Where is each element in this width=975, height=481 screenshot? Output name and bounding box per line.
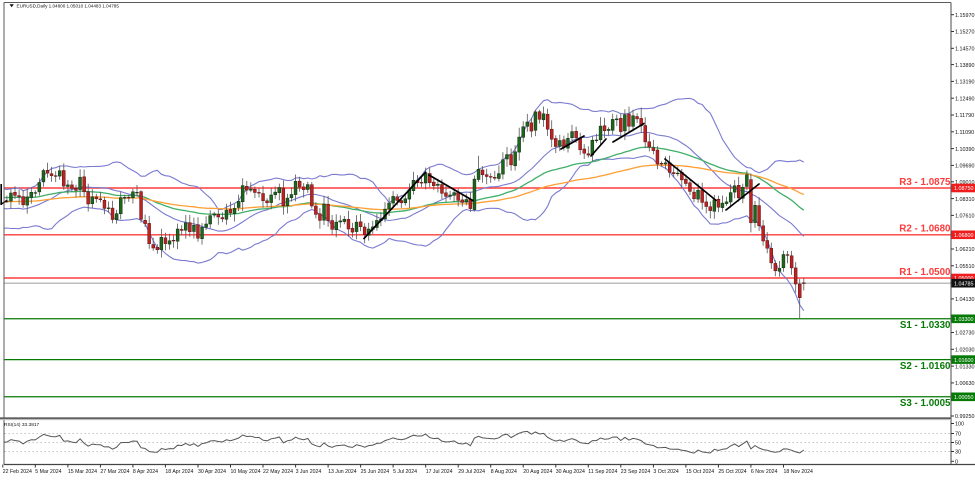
svg-text:RSI(14) 33.3817: RSI(14) 33.3817	[4, 422, 40, 428]
svg-text:30: 30	[955, 450, 961, 456]
svg-text:1.07610: 1.07610	[955, 214, 975, 220]
svg-text:S1 - 1.0330: S1 - 1.0330	[900, 320, 951, 331]
svg-text:18 Nov 2024: 18 Nov 2024	[784, 469, 814, 475]
svg-text:0: 0	[955, 460, 958, 466]
svg-text:1.10390: 1.10390	[955, 147, 975, 153]
svg-text:15 Oct 2024: 15 Oct 2024	[686, 469, 714, 475]
svg-text:25 Oct 2024: 25 Oct 2024	[718, 469, 746, 475]
svg-text:5 Jul 2024: 5 Jul 2024	[393, 469, 417, 475]
svg-text:1.14570: 1.14570	[955, 47, 975, 53]
svg-text:13 Jun 2024: 13 Jun 2024	[328, 469, 357, 475]
svg-text:1.03300: 1.03300	[954, 317, 974, 323]
svg-text:8 Aug 2024: 8 Aug 2024	[491, 469, 517, 475]
svg-text:6 Nov 2024: 6 Nov 2024	[751, 469, 778, 475]
svg-text:1.13890: 1.13890	[955, 63, 975, 69]
svg-text:1.04785: 1.04785	[954, 281, 974, 287]
svg-text:1.00050: 1.00050	[954, 395, 974, 401]
svg-text:R1 - 1.0500: R1 - 1.0500	[899, 267, 951, 278]
svg-text:29 Jul 2024: 29 Jul 2024	[458, 469, 485, 475]
svg-text:17 Jul 2024: 17 Jul 2024	[426, 469, 453, 475]
svg-text:1.06210: 1.06210	[955, 247, 975, 253]
svg-text:1.04130: 1.04130	[955, 297, 975, 303]
svg-text:1.02030: 1.02030	[955, 348, 975, 354]
svg-text:20 Aug 2024: 20 Aug 2024	[523, 469, 552, 475]
svg-text:22 Feb 2024: 22 Feb 2024	[3, 469, 32, 475]
svg-text:30 Aug 2024: 30 Aug 2024	[556, 469, 585, 475]
svg-text:1.15270: 1.15270	[955, 30, 975, 36]
svg-text:EURUSD,Daily 1.04800 1.05010: EURUSD,Daily 1.04800 1.05010 1.04483 1.0…	[17, 3, 120, 8]
svg-text:30 Apr 2024: 30 Apr 2024	[198, 469, 226, 475]
svg-text:27 Mar 2024: 27 Mar 2024	[100, 469, 129, 475]
svg-text:R3 - 1.0875: R3 - 1.0875	[899, 177, 951, 188]
svg-text:1.11790: 1.11790	[955, 113, 974, 119]
svg-text:1.01600: 1.01600	[954, 358, 974, 364]
svg-text:3 Jun 2024: 3 Jun 2024	[296, 469, 322, 475]
svg-text:S3 - 1.0005: S3 - 1.0005	[900, 398, 951, 409]
svg-text:0.99250: 0.99250	[955, 414, 975, 420]
svg-text:50: 50	[955, 441, 961, 447]
svg-text:5 Mar 2024: 5 Mar 2024	[35, 469, 61, 475]
svg-text:1.05510: 1.05510	[955, 264, 975, 270]
svg-text:23 Sep 2024: 23 Sep 2024	[621, 469, 651, 475]
svg-text:R2 - 1.0680: R2 - 1.0680	[899, 224, 951, 235]
svg-text:1.15970: 1.15970	[955, 13, 975, 19]
svg-text:100: 100	[955, 422, 964, 428]
svg-text:70: 70	[955, 432, 961, 438]
svg-text:3 Oct 2024: 3 Oct 2024	[653, 469, 678, 475]
svg-text:18 Apr 2024: 18 Apr 2024	[165, 469, 193, 475]
svg-text:1.06800: 1.06800	[954, 233, 974, 239]
svg-text:25 Jun 2024: 25 Jun 2024	[361, 469, 390, 475]
svg-text:1.08750: 1.08750	[954, 186, 974, 192]
svg-text:15 Mar 2024: 15 Mar 2024	[68, 469, 97, 475]
svg-text:10 May 2024: 10 May 2024	[231, 469, 261, 475]
svg-text:1.12490: 1.12490	[955, 96, 975, 102]
svg-text:1.00630: 1.00630	[955, 381, 975, 387]
svg-text:1.08310: 1.08310	[955, 197, 975, 203]
svg-text:11 Sep 2024: 11 Sep 2024	[588, 469, 617, 475]
svg-text:S2 - 1.0160: S2 - 1.0160	[900, 361, 951, 372]
svg-text:22 May 2024: 22 May 2024	[263, 469, 293, 475]
svg-text:1.02730: 1.02730	[955, 331, 975, 337]
svg-text:1.13190: 1.13190	[955, 80, 975, 86]
svg-text:8 Apr 2024: 8 Apr 2024	[133, 469, 158, 475]
svg-text:1.11090: 1.11090	[955, 130, 974, 136]
svg-text:1.09690: 1.09690	[955, 164, 975, 170]
svg-text:1.01330: 1.01330	[955, 364, 975, 370]
